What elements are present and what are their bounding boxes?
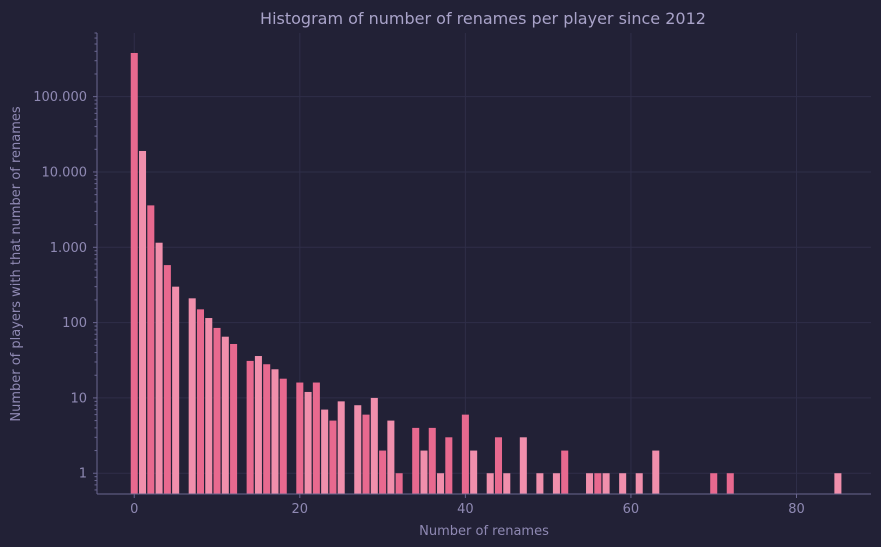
bar [246,360,254,494]
bar [445,437,453,494]
x-axis-label: Number of renames [419,524,549,539]
bar [834,473,842,494]
x-tick-label: 80 [788,502,805,517]
bar [147,205,155,494]
bar [412,427,420,494]
bar [172,286,180,494]
bar [602,473,610,494]
bar [304,391,312,494]
bar [726,473,734,494]
bar [271,369,279,494]
x-tick-label: 60 [623,502,640,517]
bar [221,336,229,494]
y-tick-label: 100 [62,316,87,331]
bar [155,242,163,494]
bar [213,327,221,494]
y-tick-label: 100.000 [33,90,87,105]
bar [420,450,428,494]
x-tick-label: 0 [130,502,138,517]
bar [594,473,602,494]
bar [196,309,204,494]
bars-group [130,52,842,494]
bar [710,473,718,494]
y-tick-label: 10.000 [42,165,88,180]
x-tick-label: 20 [292,502,309,517]
bar [370,397,378,494]
bar [230,343,238,494]
bar [205,318,213,494]
bar [635,473,643,494]
y-tick-label: 1.000 [50,241,87,256]
bar [519,437,527,494]
bar [395,473,403,494]
bar [379,450,387,494]
bar [437,473,445,494]
bar [139,150,147,494]
bar [188,298,196,494]
bar [561,450,569,494]
bar [279,378,287,494]
bar [130,52,138,494]
bar [503,473,511,494]
bar [263,364,271,494]
bar [470,450,478,494]
bar [163,265,171,494]
y-tick-label: 1 [79,467,87,482]
bar [428,427,436,494]
axes-group: 0 20 40 60 80 1 10 100 1.000 10.000 100.000 [33,32,871,517]
bar [312,382,320,494]
bar [354,405,362,494]
bar [586,473,594,494]
bar [321,409,329,494]
y-tick-label: 10 [70,391,87,406]
bar [362,414,370,494]
bar [337,401,345,494]
bar [536,473,544,494]
bar [387,420,395,494]
grid-lines [97,33,871,494]
chart-title: Histogram of number of renames per playe… [260,9,706,28]
bar [329,420,337,494]
x-tick-label: 40 [457,502,474,517]
y-axis-label: Number of players with that number of re… [9,106,24,421]
bar [652,450,660,494]
bar [552,473,560,494]
bar [296,382,304,494]
bar [486,473,494,494]
bar [254,356,262,494]
bar [619,473,627,494]
bar [494,437,503,494]
bar [461,414,469,494]
